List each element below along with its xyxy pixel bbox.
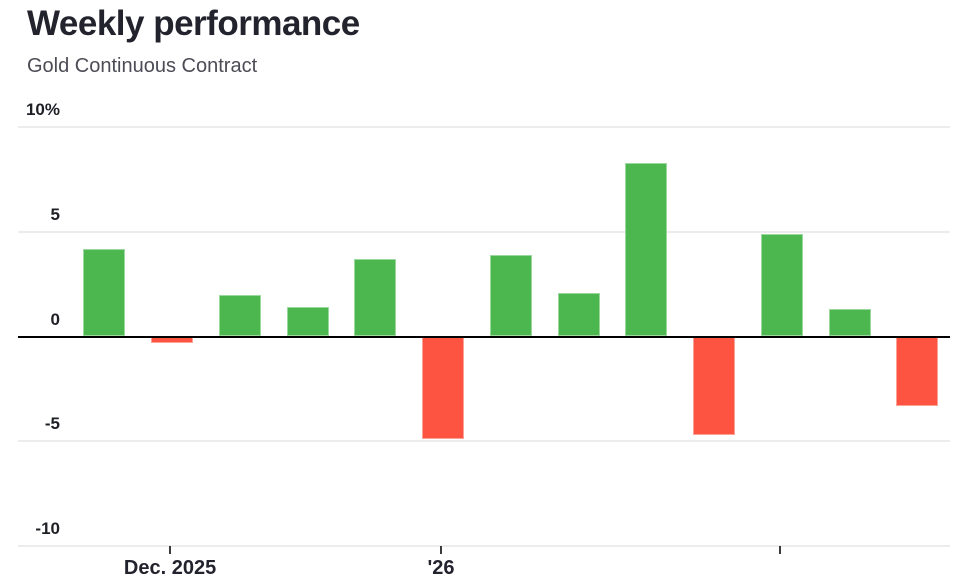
zero-line — [18, 335, 950, 338]
bar-week-8[interactable] — [557, 292, 600, 337]
y-axis-label: -5 — [44, 414, 60, 434]
gridline--5 — [18, 440, 950, 443]
chart-title: Weekly performance — [27, 4, 360, 43]
gridline--10 — [18, 544, 950, 547]
y-axis-label: 10% — [25, 100, 60, 120]
bar-week-11[interactable] — [760, 233, 803, 337]
bar-week-3[interactable] — [218, 294, 261, 337]
x-axis-tick — [169, 546, 172, 554]
bar-week-1[interactable] — [83, 248, 126, 337]
x-axis-label: '26 — [427, 557, 455, 579]
bar-week-9[interactable] — [625, 162, 668, 337]
chart-subtitle: Gold Continuous Contract — [27, 55, 258, 77]
y-axis-label: 0 — [50, 309, 60, 329]
bar-week-12[interactable] — [828, 309, 871, 337]
bar-week-10[interactable] — [693, 336, 736, 435]
gridline-10 — [18, 126, 950, 129]
bar-week-4[interactable] — [286, 307, 329, 337]
x-axis-label: Dec. 2025 — [123, 557, 217, 579]
x-axis-tick — [440, 546, 443, 554]
bar-week-6[interactable] — [422, 336, 465, 440]
bar-week-7[interactable] — [489, 254, 532, 337]
x-axis-tick — [778, 546, 781, 554]
gridline-5 — [18, 230, 950, 233]
y-axis-label: 5 — [50, 204, 60, 224]
bar-week-5[interactable] — [354, 259, 397, 337]
y-axis-label: -10 — [35, 518, 60, 538]
bar-week-13[interactable] — [896, 336, 939, 406]
